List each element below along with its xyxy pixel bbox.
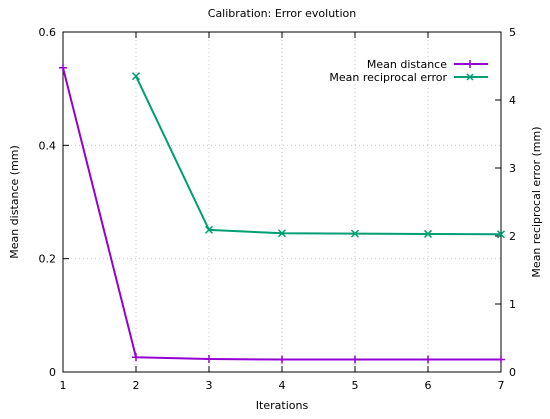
data-point-marker <box>351 355 359 364</box>
y-tick-label: 0 <box>49 366 56 379</box>
y2-axis-label: Mean reciprocal error (mm) <box>530 126 543 277</box>
data-point-marker <box>278 355 286 364</box>
data-point-marker <box>204 225 214 234</box>
y2-tick-label: 3 <box>509 162 516 175</box>
x-tick-label: 7 <box>498 379 505 392</box>
legend: Mean distance Mean reciprocal error <box>329 58 488 84</box>
x-axis-label: Iterations <box>256 399 309 412</box>
data-point-marker <box>59 63 67 72</box>
x-tick-label: 6 <box>425 379 432 392</box>
x-tick-label: 4 <box>279 379 286 392</box>
y-tick-label: 0.2 <box>39 253 57 266</box>
legend-cross-marker <box>466 73 474 81</box>
legend-label: Mean distance <box>367 58 447 71</box>
data-point-marker <box>423 229 433 238</box>
y2-tick-label: 2 <box>509 230 516 243</box>
x-tick-label: 5 <box>352 379 359 392</box>
data-point-marker <box>132 353 140 362</box>
y2-tick-label: 4 <box>509 94 516 107</box>
y-tick-label: 0.6 <box>39 26 57 39</box>
chart-title: Calibration: Error evolution <box>208 7 356 20</box>
x-tick-label: 3 <box>206 379 213 392</box>
data-point-marker <box>205 354 213 363</box>
series-line-0 <box>62 67 501 361</box>
grid <box>63 32 501 372</box>
data-point-marker <box>350 229 360 238</box>
data-point-marker <box>496 230 506 239</box>
y2-tick-label: 0 <box>509 366 516 379</box>
data-point-marker <box>277 229 287 238</box>
y2-tick-label: 5 <box>509 26 516 39</box>
legend-item-mean-distance: Mean distance <box>367 58 488 71</box>
data-point-marker <box>497 355 505 364</box>
x-tick-label: 1 <box>60 379 67 392</box>
data-point-marker <box>131 72 141 81</box>
y-axis-label: Mean distance (mm) <box>8 145 21 259</box>
x-tick-label: 2 <box>133 379 140 392</box>
legend-plus-marker <box>466 60 474 68</box>
y2-tick-label: 1 <box>509 298 516 311</box>
legend-item-mean-reciprocal-error: Mean reciprocal error <box>329 71 488 84</box>
data-point-marker <box>424 355 432 364</box>
legend-label: Mean reciprocal error <box>329 71 447 84</box>
y-tick-label: 0.4 <box>39 139 57 152</box>
series-group <box>59 63 506 364</box>
series-line-1 <box>135 75 502 236</box>
